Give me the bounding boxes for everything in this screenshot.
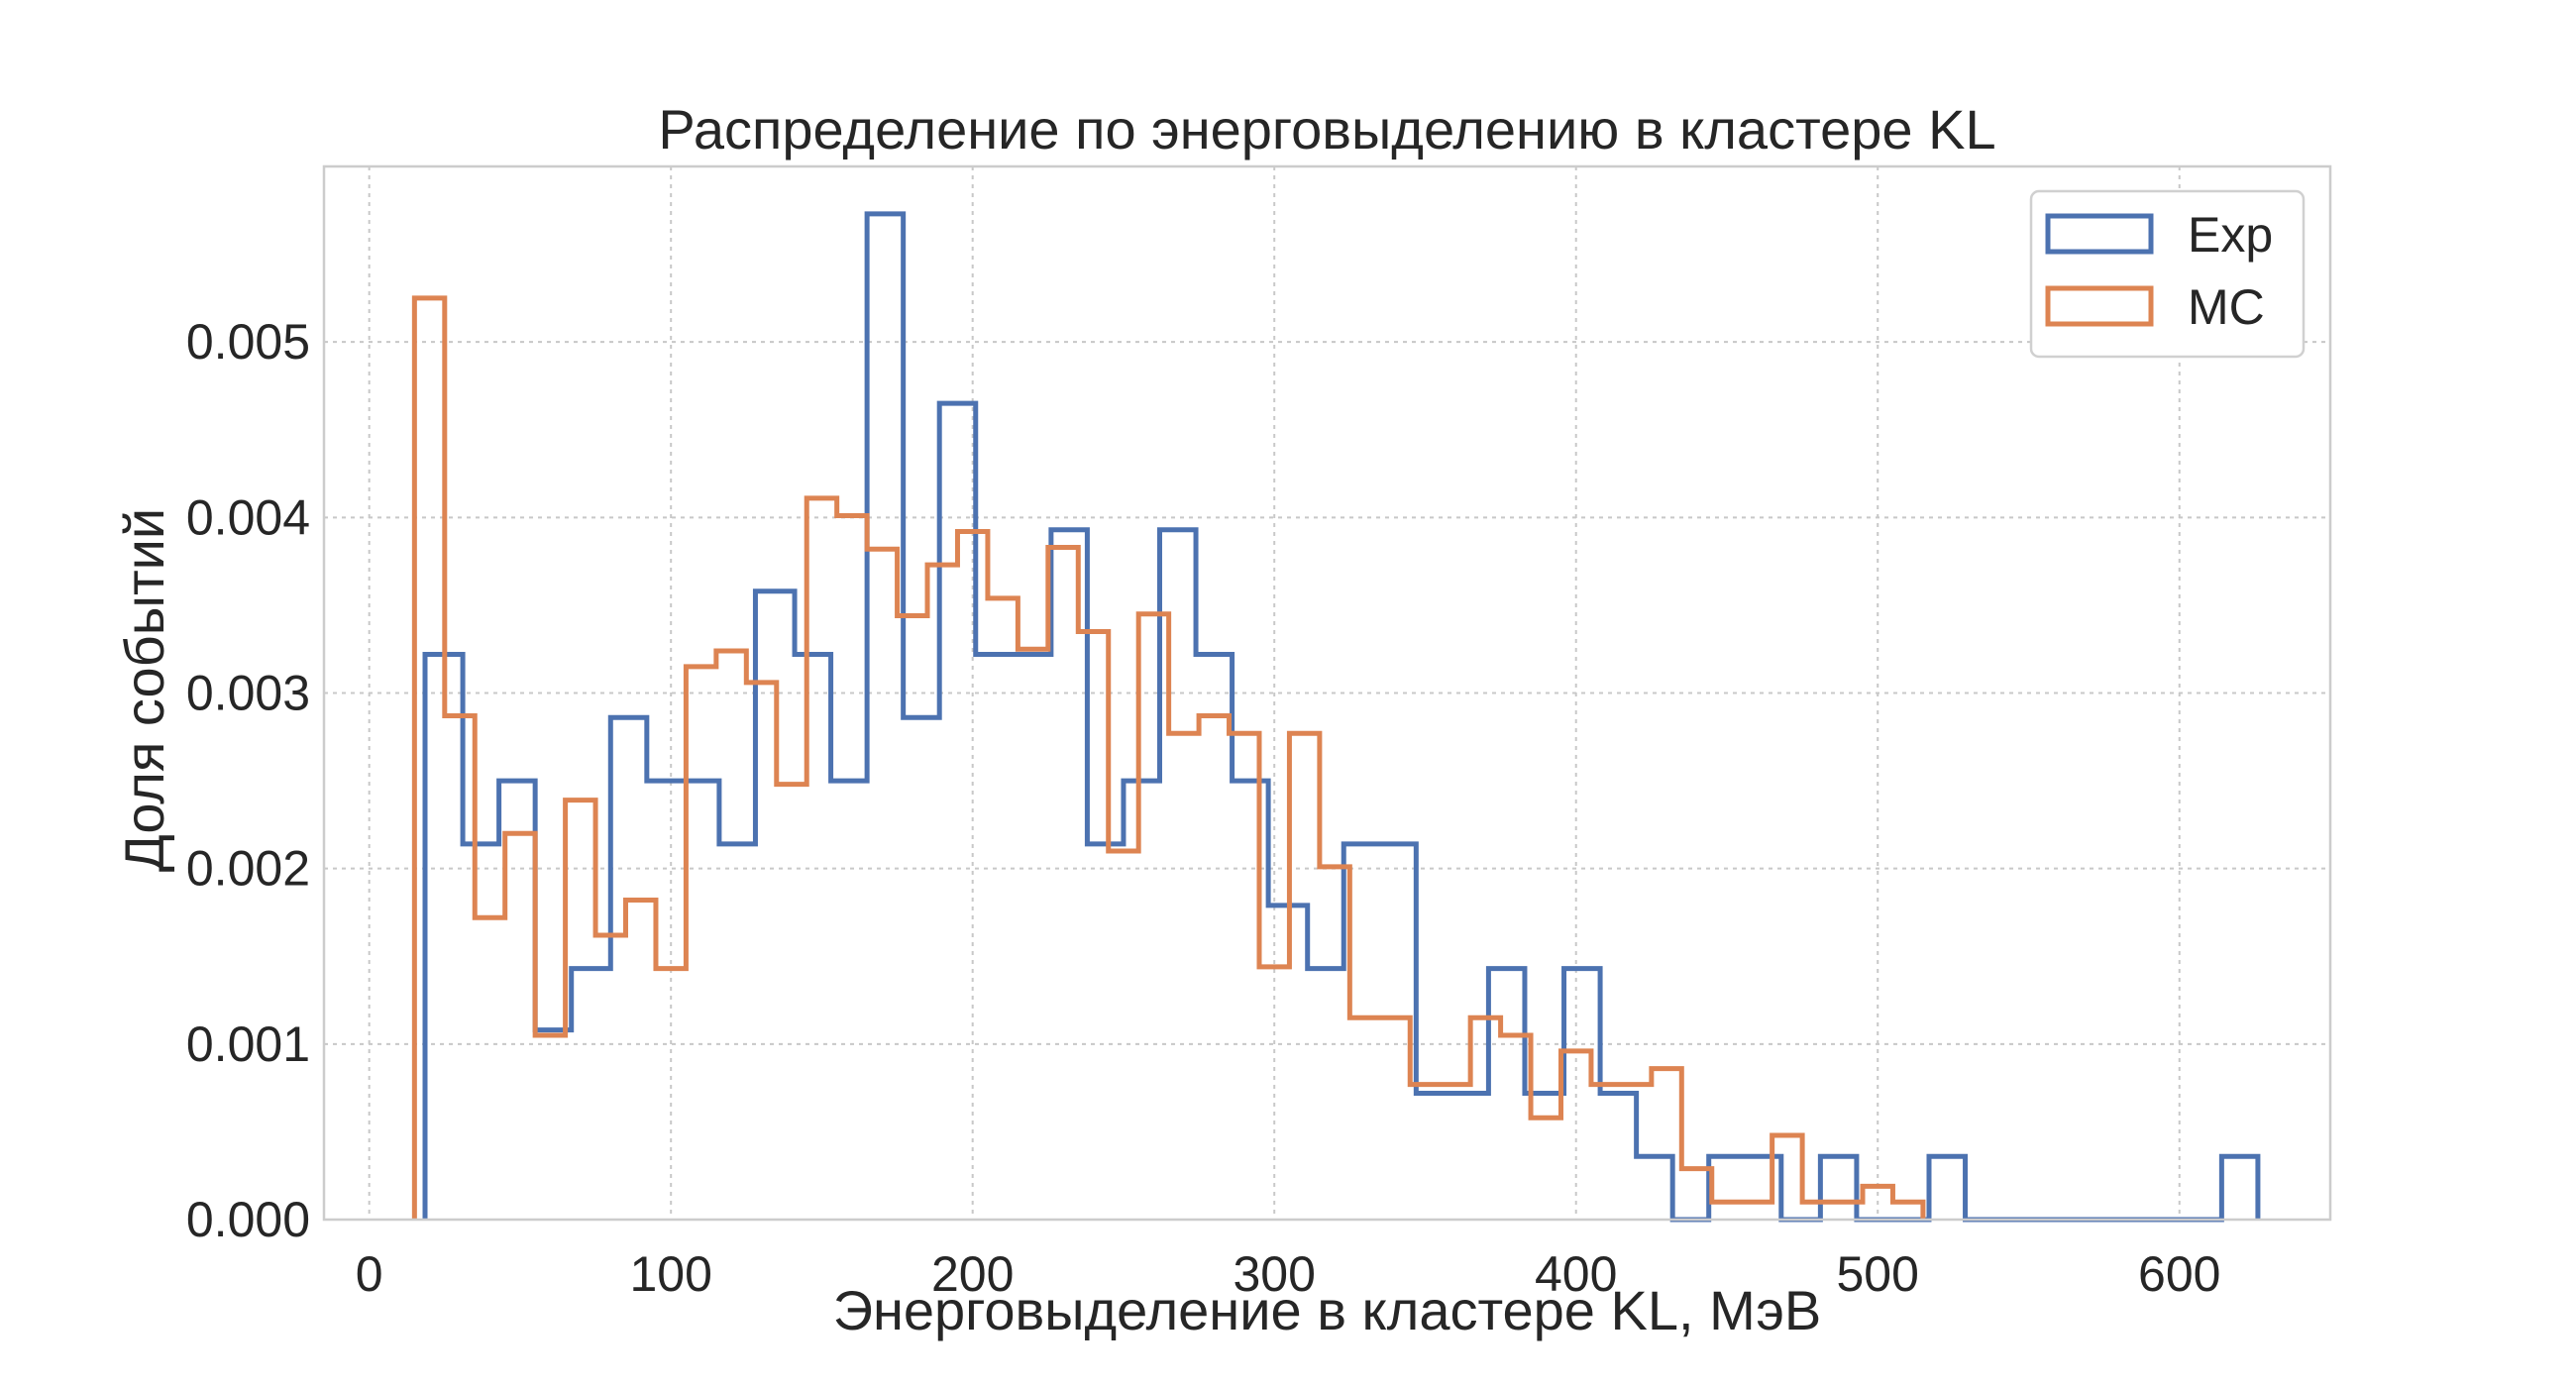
y-tick-label: 0.002 — [186, 841, 310, 897]
y-axis-ticks: 0.000 0.001 0.002 0.003 0.004 0.005 — [186, 314, 310, 1247]
histogram-bin — [1441, 1085, 1470, 1220]
histogram-bin — [1531, 1118, 1560, 1220]
y-tick-label: 0.003 — [186, 666, 310, 721]
histogram-bin — [1078, 631, 1108, 1220]
legend-swatch-exp — [2045, 213, 2154, 255]
histogram-bin — [1892, 1202, 1922, 1220]
histogram-bin — [806, 498, 836, 1220]
x-tick-label: 0 — [356, 1246, 383, 1302]
histogram-bin — [898, 616, 927, 1220]
histogram-bin — [626, 901, 656, 1220]
histogram-bin — [1470, 1017, 1500, 1220]
histogram-bin — [1138, 614, 1168, 1220]
histogram-series — [411, 211, 2261, 1223]
histogram-bin — [1048, 547, 1078, 1220]
histogram-bin — [777, 785, 806, 1220]
histogram-bin — [1652, 1069, 1681, 1220]
x-tick-label: 500 — [1837, 1246, 1919, 1302]
legend-label-mc: MC — [2188, 279, 2265, 335]
legend-swatch-mc — [2045, 285, 2154, 327]
histogram-bin — [1410, 1085, 1440, 1220]
histogram-bin — [2221, 1156, 2258, 1220]
x-tick-label: 100 — [629, 1246, 711, 1302]
chart-title: Распределение по энерговыделению в класт… — [658, 98, 1995, 160]
histogram-bin — [1349, 1017, 1379, 1220]
histogram-bin — [1742, 1202, 1771, 1220]
x-tick-label: 600 — [2138, 1246, 2220, 1302]
histogram-bin — [1259, 967, 1289, 1220]
histogram-bin — [1772, 1135, 1802, 1220]
x-axis-ticks: 0 100 200 300 400 500 600 — [356, 1246, 2221, 1302]
series-mc — [411, 295, 1926, 1220]
histogram-bin — [1380, 1017, 1410, 1220]
histogram-bin — [1591, 1085, 1621, 1220]
histogram-bin — [1109, 851, 1138, 1220]
histogram-bin — [716, 651, 746, 1220]
histogram-bin — [445, 716, 475, 1220]
histogram-bin — [686, 667, 715, 1220]
legend-label-exp: Exp — [2188, 207, 2273, 263]
legend-box — [2029, 189, 2306, 359]
histogram-bin — [475, 917, 504, 1220]
histogram-bin — [1230, 733, 1259, 1220]
histogram-bin — [1501, 1035, 1531, 1220]
x-axis-label: Энерговыделение в кластере KL, МэВ — [833, 1279, 1822, 1341]
histogram-bin — [1712, 1202, 1742, 1220]
histogram-bin — [1560, 1051, 1590, 1220]
y-tick-label: 0.001 — [186, 1016, 310, 1072]
histogram-bin — [1929, 1156, 1966, 1220]
histogram-outline-mc — [411, 295, 1926, 1220]
histogram-bin — [1863, 1186, 1892, 1220]
histogram-bin — [1018, 649, 1047, 1220]
plot-frame — [322, 164, 2332, 1222]
histogram-bin — [566, 800, 595, 1220]
histogram-bin — [1621, 1085, 1651, 1220]
y-axis-label: Доля событий — [113, 508, 175, 872]
y-tick-label: 0.004 — [186, 489, 310, 545]
histogram-bin — [535, 1035, 565, 1220]
x-tick-label: 400 — [1535, 1246, 1617, 1302]
histogram-bin — [746, 683, 776, 1220]
histogram-bin — [656, 969, 686, 1220]
histogram-bin — [1833, 1202, 1863, 1220]
histogram-bin — [988, 598, 1018, 1220]
histogram-bin — [837, 516, 867, 1220]
histogram-bin — [1199, 716, 1229, 1220]
histogram-bin — [867, 549, 897, 1220]
y-tick-label: 0.005 — [186, 314, 310, 370]
x-tick-label: 300 — [1233, 1246, 1315, 1302]
histogram-bin — [505, 833, 535, 1220]
x-tick-label: 200 — [931, 1246, 1014, 1302]
histogram-bin — [595, 935, 625, 1220]
histogram-bin — [1802, 1202, 1832, 1220]
histogram-bin — [1289, 733, 1319, 1220]
histogram-bin — [1169, 733, 1199, 1220]
histogram-bin — [957, 532, 987, 1220]
histogram-bin — [414, 298, 444, 1220]
histogram-bin — [1681, 1169, 1711, 1220]
y-tick-label: 0.000 — [186, 1192, 310, 1247]
grid-lines — [324, 166, 2330, 1221]
histogram-bin — [927, 565, 957, 1220]
legend: Exp MC — [2029, 189, 2306, 359]
histogram-bin — [1320, 867, 1349, 1220]
